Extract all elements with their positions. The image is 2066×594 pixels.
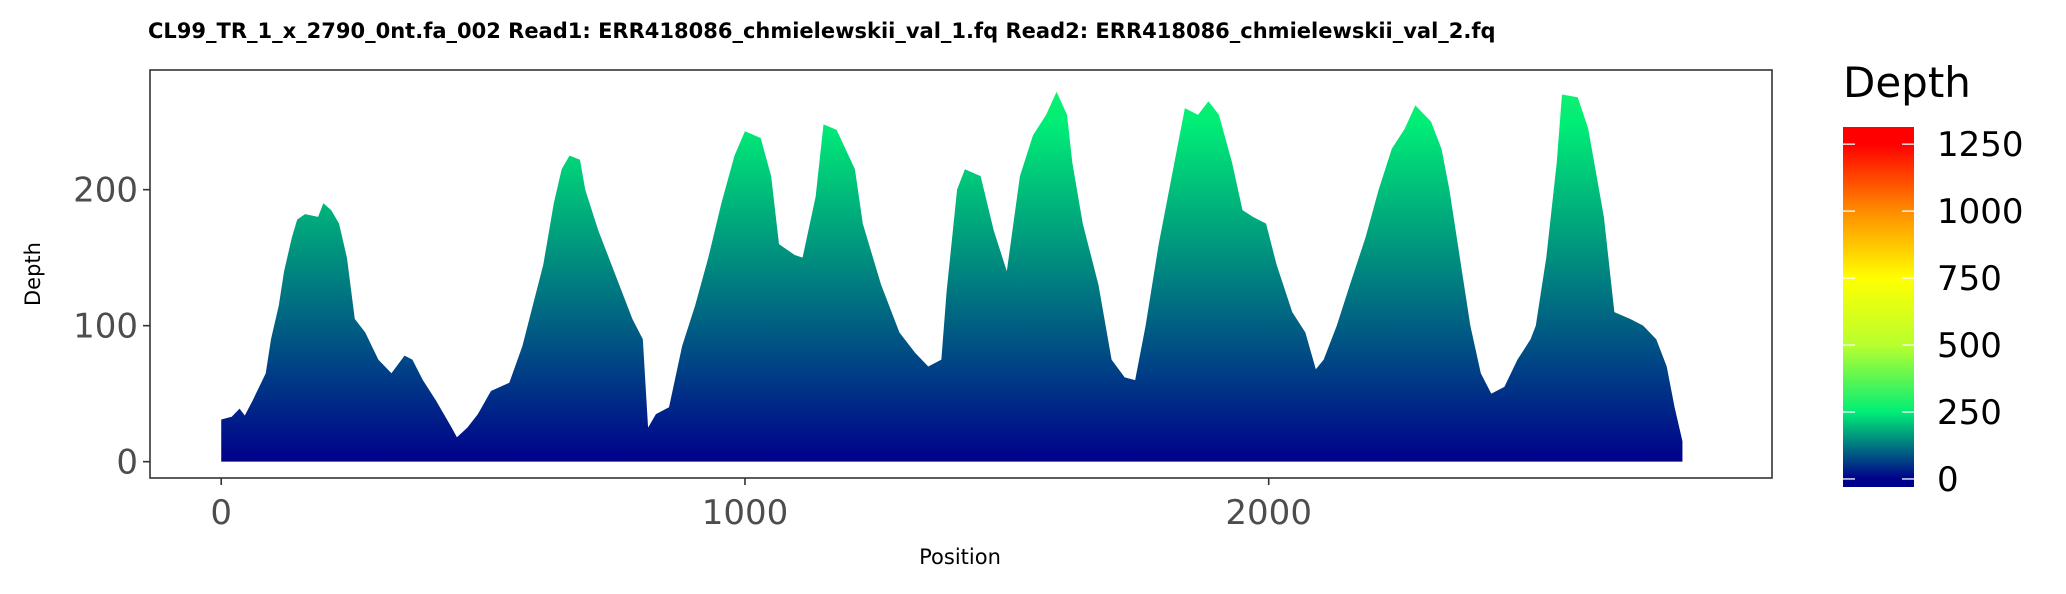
y-axis-title: Depth	[21, 242, 45, 306]
depth-area	[221, 91, 1683, 462]
chart-title: CL99_TR_1_x_2790_0nt.fa_002 Read1: ERR41…	[148, 19, 1496, 43]
y-tick-label: 100	[73, 307, 138, 347]
y-tick-label: 200	[73, 171, 138, 211]
x-tick-label: 0	[210, 493, 232, 533]
colorbar-label: 1250	[1937, 125, 2024, 165]
x-axis-title: Position	[919, 545, 1001, 569]
colorbar-label: 500	[1937, 326, 2002, 366]
colorbar-label: 1000	[1937, 192, 2024, 232]
x-tick-label: 1000	[702, 493, 789, 533]
colorbar-label: 250	[1937, 393, 2002, 433]
y-tick-label: 0	[116, 443, 138, 483]
colorbar	[1843, 127, 1914, 487]
colorbar-label: 750	[1937, 259, 2002, 299]
plot-border	[149, 69, 1773, 479]
colorbar-label: 0	[1937, 460, 1959, 500]
legend-title: Depth	[1843, 58, 1971, 107]
x-tick-label: 2000	[1225, 493, 1312, 533]
